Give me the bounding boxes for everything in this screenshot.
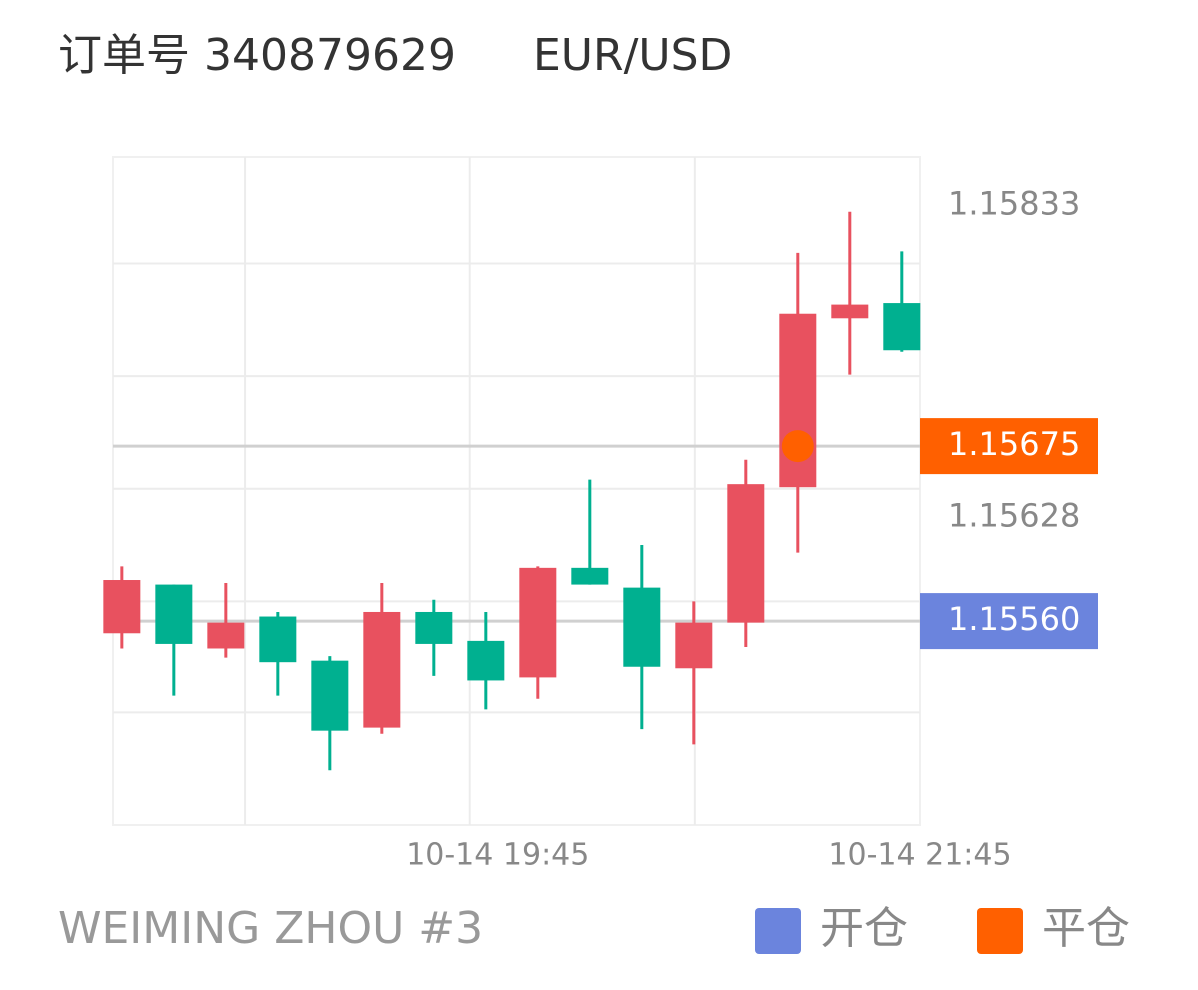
x-tick-label: 10-14 19:45 (406, 838, 589, 873)
candle-body (103, 580, 141, 634)
candle-body (519, 567, 557, 678)
candle-body (727, 484, 765, 623)
account: WEIMING ZHOU #3 (58, 903, 483, 954)
price-tag (920, 593, 1098, 650)
price-tag-label: 1.15675 (948, 425, 1080, 463)
y-tick-label: 1.15628 (948, 497, 1080, 535)
candle-body (571, 567, 609, 585)
legend-label: 平仓 (1042, 903, 1130, 954)
order-number: 订单号 340879629 (58, 30, 456, 81)
candle-body (883, 303, 921, 351)
candle-body (311, 660, 349, 731)
candle-body (467, 640, 505, 681)
candle-body (155, 584, 193, 644)
symbol: EUR/USD (533, 30, 732, 81)
candle-body (207, 622, 245, 649)
y-tick-label: 1.15833 (948, 185, 1080, 223)
candle-body (259, 616, 297, 663)
close-point (781, 430, 814, 463)
legend-swatch (977, 908, 1023, 954)
candle-body (831, 304, 869, 319)
candle-body (623, 587, 661, 667)
candle-body (675, 622, 713, 669)
price-tag (920, 418, 1098, 475)
x-tick-label: 10-14 21:45 (828, 838, 1011, 873)
price-tag-label: 1.15560 (948, 600, 1080, 638)
plot-frame (112, 156, 921, 826)
candle-body (415, 611, 453, 644)
legend-swatch (755, 908, 801, 954)
legend-label: 开仓 (820, 903, 908, 954)
candle-body (363, 611, 401, 728)
